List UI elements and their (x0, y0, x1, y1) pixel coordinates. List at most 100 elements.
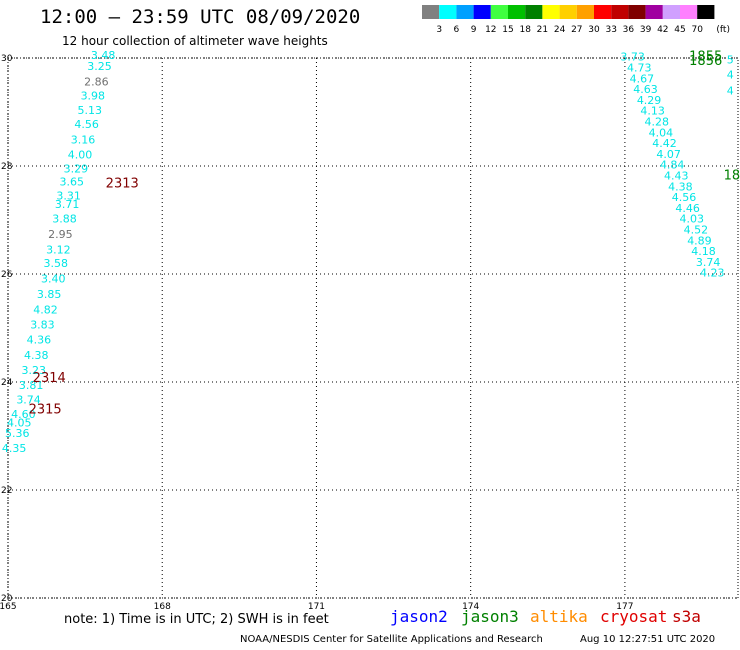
wave-height-label: 4.38 (668, 180, 693, 193)
pass-time-label: 2315 (29, 402, 62, 417)
wave-height-label: 4.46 (675, 202, 700, 215)
wave-height-label: 3.71 (55, 198, 80, 211)
pass-time-label: 18 (724, 169, 740, 184)
wave-height-label: 2.86 (84, 76, 109, 89)
page-title: 12:00 – 23:59 UTC 08/09/2020 (40, 6, 361, 28)
legend-label: 30 (588, 25, 600, 35)
wave-height-label: 3.73 (620, 51, 645, 64)
wave-height-label: 3.31 (56, 189, 81, 202)
legend-label: 6 (454, 25, 460, 35)
legend-label: 45 (674, 25, 685, 35)
legend-label: 21 (537, 25, 548, 35)
legend-swatch (508, 5, 526, 19)
legend-swatch (490, 5, 508, 19)
wave-height-label: 3.74 (696, 256, 721, 269)
wave-height-label: 4.63 (633, 83, 658, 96)
wave-height-label: 3.85 (37, 288, 62, 301)
wave-height-label: 4.18 (691, 245, 716, 258)
wave-height-label: 4.52 (684, 224, 709, 237)
legend-label: 39 (640, 25, 652, 35)
legend-swatch (662, 5, 680, 19)
wave-height-label: 4.56 (672, 191, 697, 204)
lon-tick-label: 174 (462, 602, 479, 612)
wave-height-label: 5.36 (5, 427, 30, 440)
pass-time-label: 2314 (33, 371, 66, 386)
legend-swatch (422, 5, 440, 19)
legend-swatch (594, 5, 612, 19)
wave-height-label: 3.83 (30, 319, 55, 332)
wave-height-label: 3.48 (91, 49, 116, 62)
wave-height-label: 4.60 (11, 408, 36, 421)
wave-height-label: 4.28 (645, 116, 670, 129)
lat-tick-label: 20 (1, 594, 13, 604)
legend-swatch (439, 5, 457, 19)
pass-time-label: 1855 (689, 50, 722, 65)
wave-height-label: 4.56 (74, 118, 99, 131)
lat-tick-label: 22 (1, 486, 12, 496)
wave-height-label: 4.07 (656, 148, 681, 161)
legend-swatch (456, 5, 474, 19)
legend-swatch (680, 5, 698, 19)
legend-swatch (576, 5, 594, 19)
page-subtitle: 12 hour collection of altimeter wave hei… (62, 34, 328, 48)
legend-label: 15 (502, 25, 513, 35)
legend-unit: (ft) (716, 25, 730, 35)
wave-height-label: 4.36 (27, 334, 52, 347)
wave-height-label: 5 (727, 53, 734, 66)
legend-swatch (473, 5, 491, 19)
legend-swatch (611, 5, 629, 19)
lon-tick-label: 177 (616, 602, 633, 612)
legend-swatch (559, 5, 577, 19)
satellite-jason3: jason3 (461, 607, 519, 626)
legend-label: 12 (485, 25, 496, 35)
wave-height-label: 4.67 (630, 72, 655, 85)
legend-label: 18 (519, 25, 531, 35)
wave-height-label: 3.98 (81, 90, 106, 103)
wave-height-label: 3.25 (87, 60, 112, 73)
legend-swatch (697, 5, 715, 19)
wave-height-label: 4.38 (24, 349, 49, 362)
satellite-altika: altika (530, 607, 588, 626)
satellite-jason2: jason2 (390, 607, 448, 626)
wave-height-label: 4.00 (68, 148, 93, 161)
wave-height-label: 3.58 (44, 257, 69, 270)
wave-height-label: 4.03 (679, 213, 704, 226)
generated-timestamp: Aug 10 12:27:51 UTC 2020 (580, 634, 716, 645)
legend-swatch (645, 5, 663, 19)
wave-height-label: 3.65 (59, 175, 84, 188)
wave-height-label: 3.23 (21, 364, 46, 377)
wave-height-label: 4.13 (640, 105, 665, 118)
wave-height-label: 3.16 (71, 133, 96, 146)
wave-height-label: 4.73 (627, 62, 652, 75)
map-frame (7, 57, 739, 599)
wave-height-label: 4.35 (2, 442, 27, 455)
wave-height-label: 3.40 (41, 273, 66, 286)
wave-height-color-legend: 3 6 9 12 15 18 21 24 27 30 33 36 39 42 45 70 (ft) (422, 5, 730, 35)
lat-tick-label: 28 (1, 162, 13, 172)
pass-time-label: 2313 (106, 177, 139, 192)
wave-height-label: 4.89 (687, 234, 712, 247)
wave-height-label: 4.84 (660, 159, 685, 172)
wave-height-label: 4.05 (7, 416, 32, 429)
lon-tick-label: 168 (154, 602, 171, 612)
lon-tick-label: 165 (0, 602, 17, 612)
wave-height-label: 4.42 (652, 137, 677, 150)
satellite-s3a: s3a (672, 607, 701, 626)
legend-label: 24 (554, 25, 566, 35)
legend-label: 70 (691, 25, 703, 35)
wave-height-label: 4.04 (649, 126, 674, 139)
wave-height-label: 4.82 (33, 303, 58, 316)
lat-tick-label: 24 (1, 378, 13, 388)
credit-line: NOAA/NESDIS Center for Satellite Applica… (240, 634, 543, 645)
legend-label: 27 (571, 25, 582, 35)
wave-height-label: 5.13 (77, 104, 102, 117)
legend-label: 36 (623, 25, 635, 35)
legend-label: 9 (471, 25, 477, 35)
wave-height-label: 4 (727, 85, 734, 98)
wave-height-label: 3.88 (52, 213, 77, 226)
lon-tick-label: 171 (308, 602, 325, 612)
footer-note: note: 1) Time is in UTC; 2) SWH is in fe… (64, 612, 329, 627)
wave-height-label: 2.95 (48, 228, 73, 241)
wave-height-label: 4.43 (664, 170, 689, 183)
